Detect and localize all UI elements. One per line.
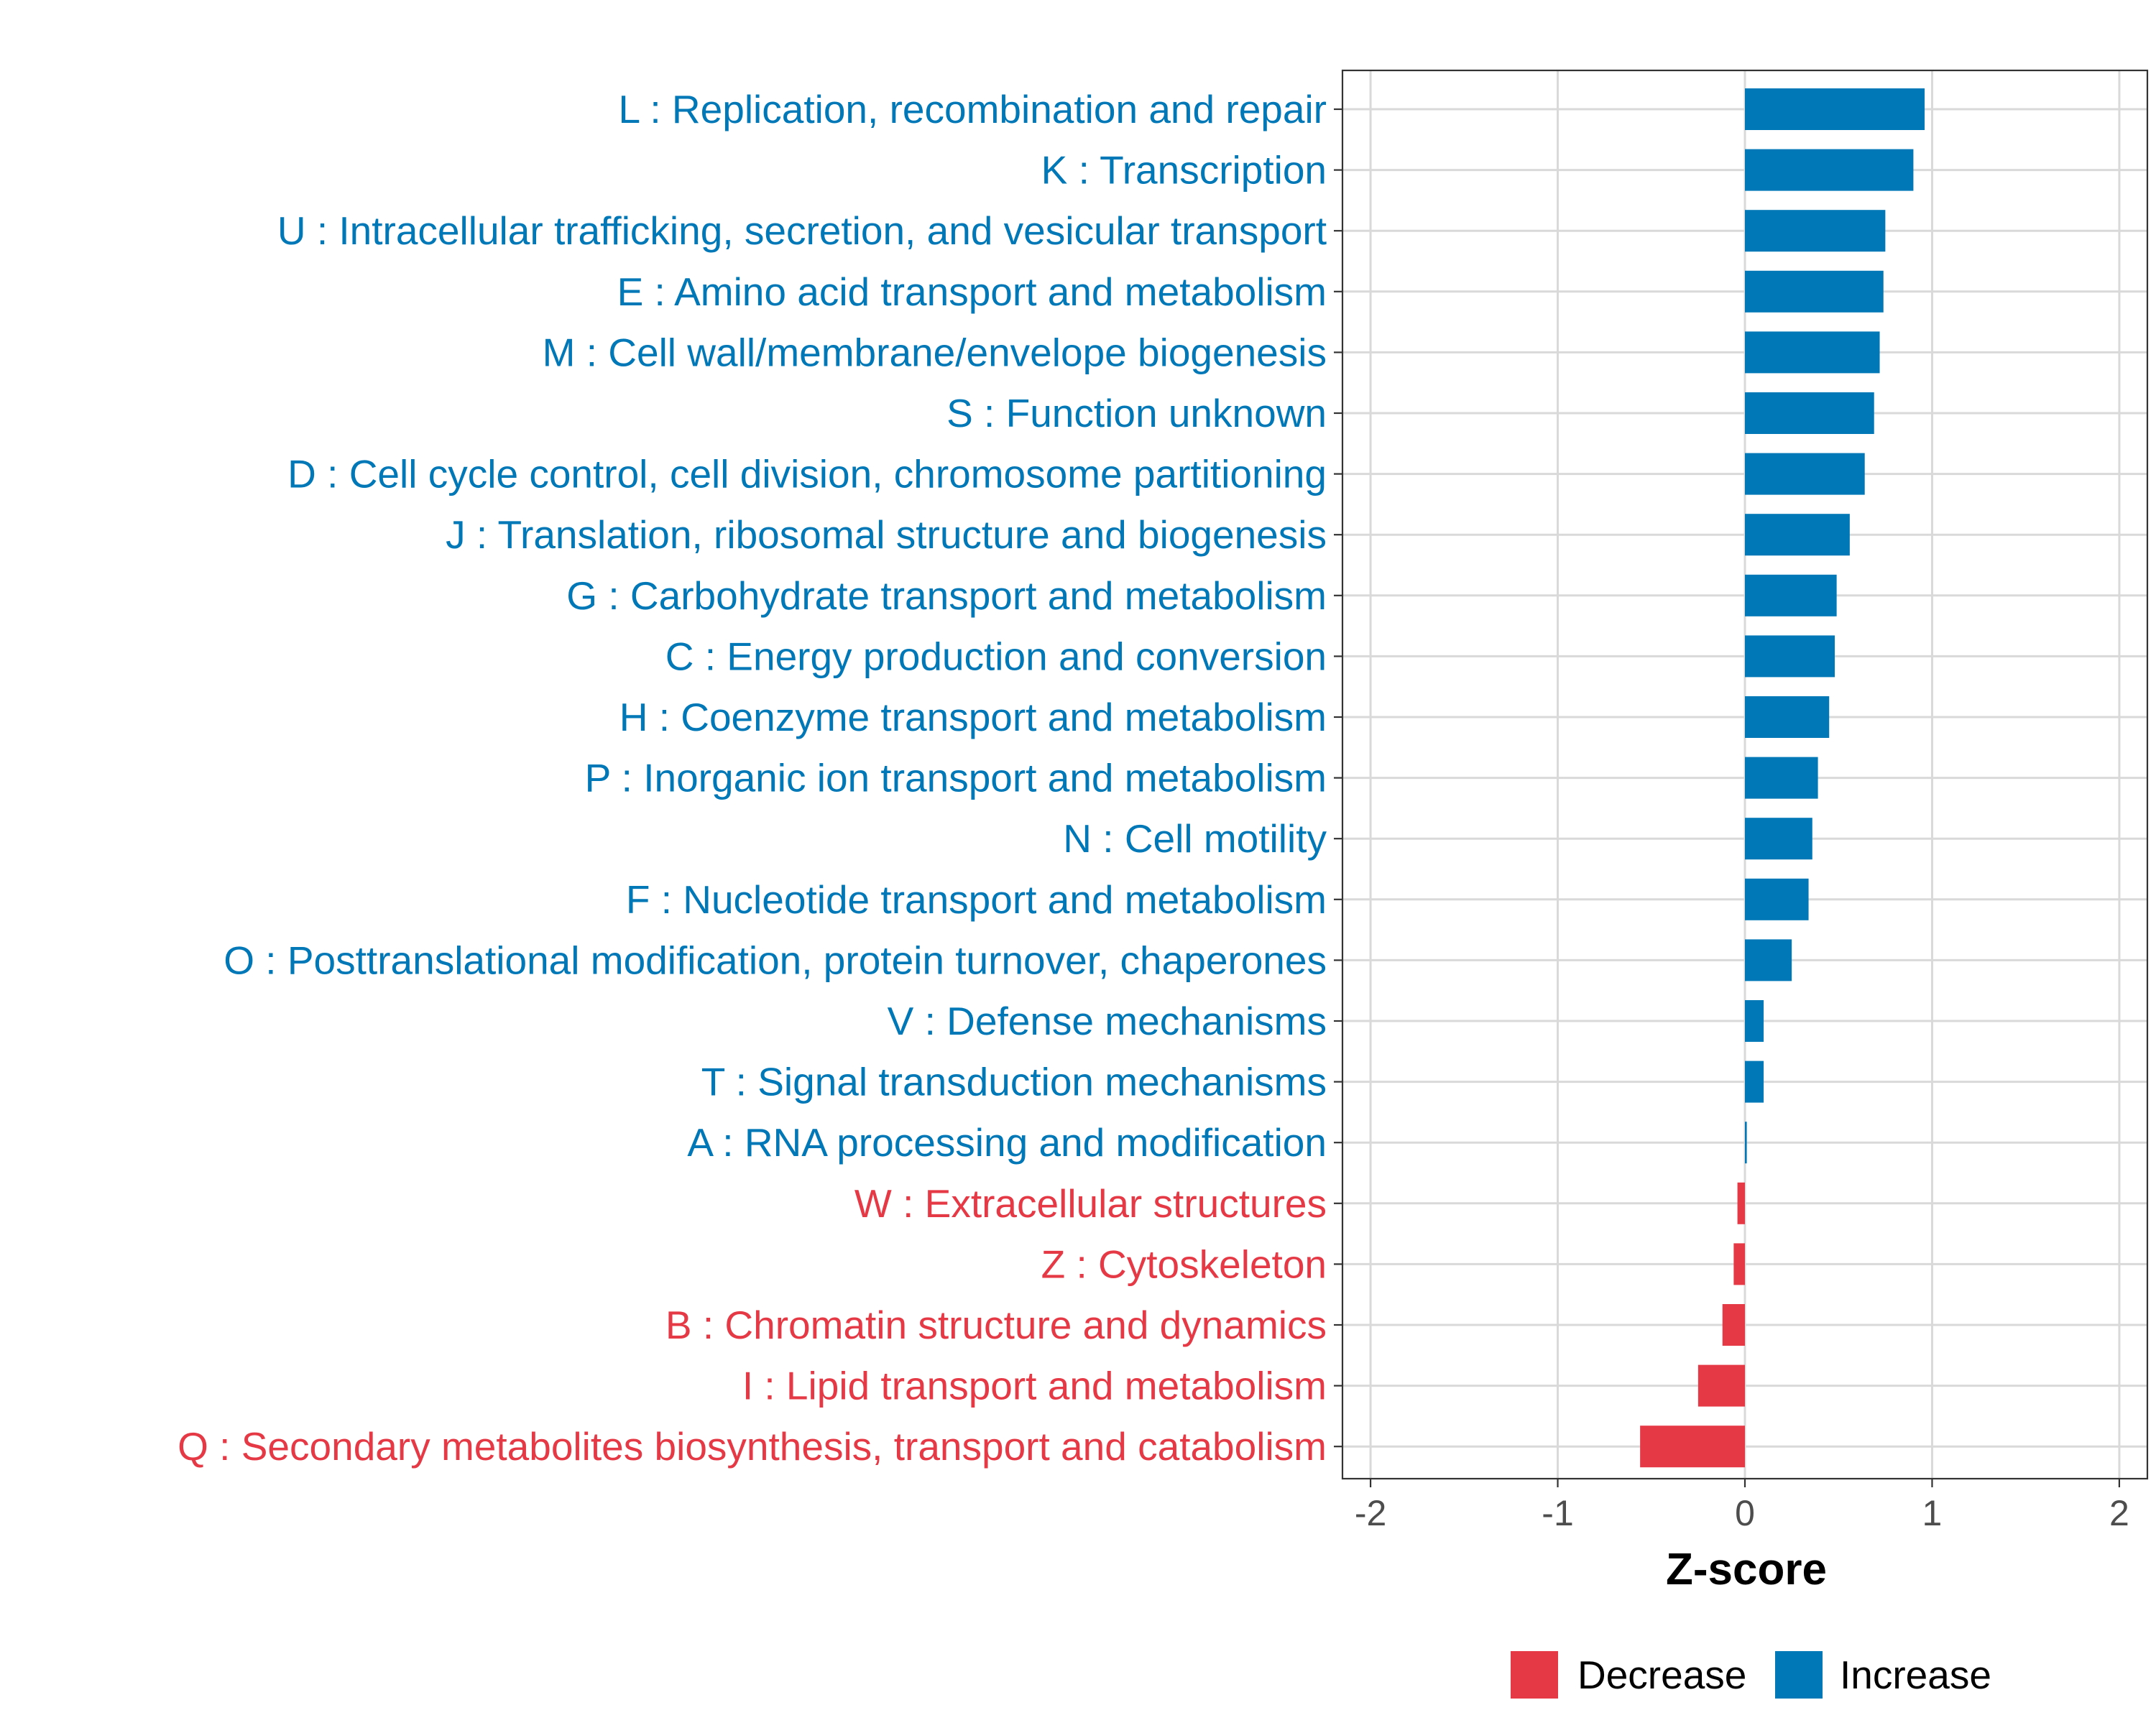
- legend-label-decrease: Decrease: [1577, 1653, 1746, 1697]
- category-label: Z : Cytoskeleton: [1041, 1242, 1327, 1286]
- bar: [1697, 1364, 1745, 1407]
- category-label: K : Transcription: [1041, 148, 1327, 193]
- x-axis-title: Z-score: [1666, 1545, 1827, 1594]
- bar: [1745, 270, 1884, 313]
- bar: [1745, 939, 1792, 981]
- bar: [1745, 635, 1835, 678]
- bar: [1745, 514, 1850, 556]
- x-tick-label: -1: [1542, 1493, 1573, 1533]
- bar: [1745, 331, 1880, 374]
- bar: [1745, 1061, 1764, 1103]
- category-label: T : Signal transduction mechanisms: [701, 1060, 1327, 1104]
- bar: [1745, 818, 1812, 860]
- x-tick-label: 2: [2109, 1493, 2129, 1533]
- category-labels: L : Replication, recombination and repai…: [178, 87, 1327, 1469]
- category-label: W : Extracellular structures: [854, 1181, 1327, 1226]
- category-label: M : Cell wall/membrane/envelope biogenes…: [543, 330, 1327, 374]
- category-label: L : Replication, recombination and repai…: [619, 87, 1327, 131]
- legend-key-increase: [1775, 1651, 1823, 1699]
- bar: [1745, 88, 1925, 130]
- category-label: C : Energy production and conversion: [665, 634, 1327, 678]
- category-label: Q : Secondary metabolites biosynthesis, …: [178, 1424, 1327, 1469]
- legend: Decrease Increase: [1511, 1651, 1991, 1699]
- bar: [1745, 210, 1886, 252]
- category-label: P : Inorganic ion transport and metaboli…: [585, 756, 1327, 800]
- bar: [1722, 1304, 1745, 1346]
- bar: [1745, 149, 1914, 191]
- bar: [1745, 574, 1837, 616]
- category-label: H : Coenzyme transport and metabolism: [619, 695, 1327, 739]
- legend-label-increase: Increase: [1840, 1653, 1991, 1697]
- category-label: V : Defense mechanisms: [888, 999, 1327, 1043]
- bar: [1737, 1182, 1745, 1224]
- bar: [1733, 1243, 1745, 1285]
- category-label: E : Amino acid transport and metabolism: [617, 269, 1327, 314]
- y-axis-ticks: [1334, 108, 1342, 1448]
- x-axis-ticks: -2 -1 0 1 2: [1355, 1479, 2129, 1533]
- category-label: N : Cell motility: [1063, 816, 1327, 861]
- category-label: F : Nucleotide transport and metabolism: [626, 877, 1327, 922]
- bar: [1745, 878, 1809, 920]
- category-label: D : Cell cycle control, cell division, c…: [287, 452, 1327, 496]
- bar: [1745, 453, 1865, 495]
- bar: [1745, 757, 1818, 799]
- category-label: I : Lipid transport and metabolism: [742, 1364, 1327, 1408]
- category-label: G : Carbohydrate transport and metabolis…: [566, 573, 1327, 618]
- x-tick-label: 1: [1922, 1493, 1943, 1533]
- category-label: A : RNA processing and modification: [687, 1120, 1327, 1165]
- legend-key-decrease: [1511, 1651, 1558, 1699]
- category-label: O : Posttranslational modification, prot…: [224, 938, 1327, 982]
- bar: [1745, 392, 1874, 434]
- category-label: U : Intracellular trafficking, secretion…: [277, 208, 1327, 253]
- category-label: S : Function unknown: [946, 391, 1327, 435]
- bar: [1745, 1000, 1764, 1042]
- category-label: B : Chromatin structure and dynamics: [665, 1303, 1327, 1347]
- bar: [1745, 696, 1830, 738]
- x-tick-label: 0: [1735, 1493, 1755, 1533]
- category-label: J : Translation, ribosomal structure and…: [446, 512, 1327, 557]
- bar: [1745, 1122, 1747, 1164]
- bar-layer: [1640, 88, 1925, 1468]
- bar: [1640, 1426, 1745, 1468]
- x-tick-label: -2: [1355, 1493, 1386, 1533]
